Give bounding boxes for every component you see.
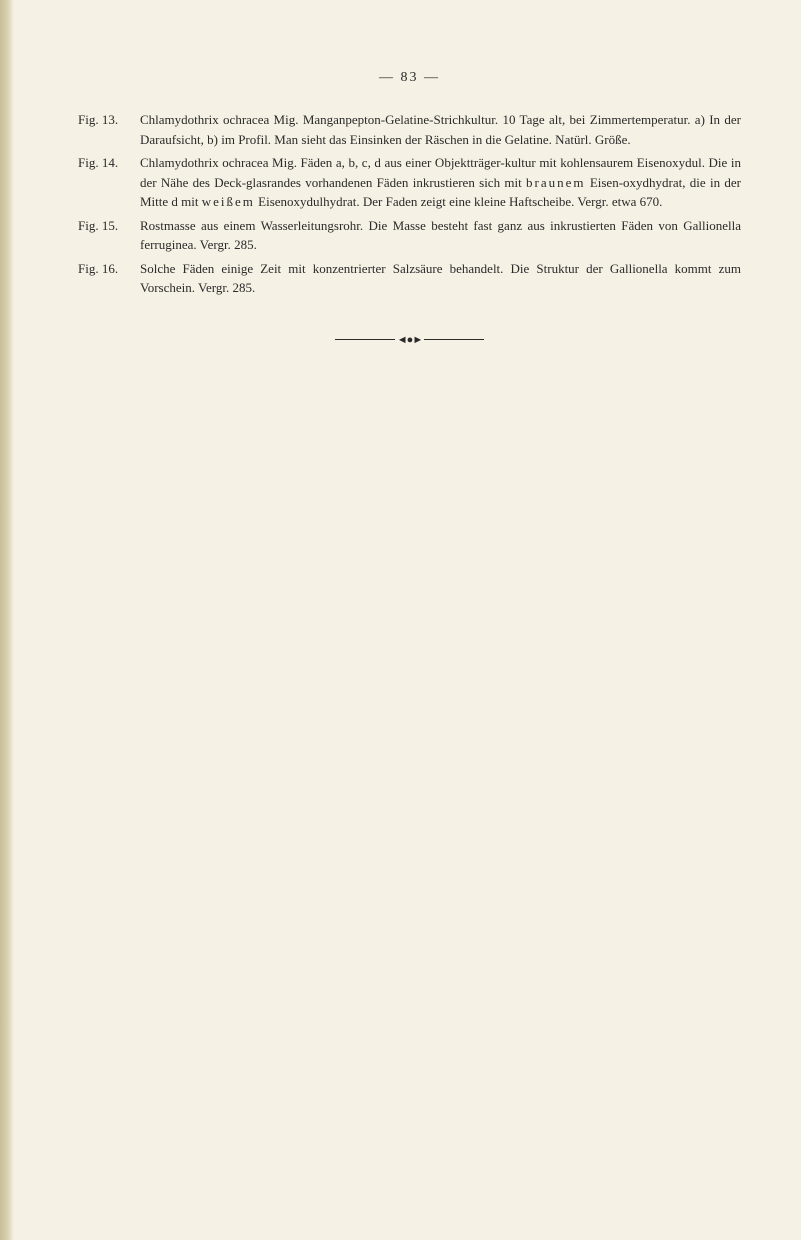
figure-entry: Fig. 14. Chlamydothrix ochracea Mig. Fäd… bbox=[78, 153, 741, 212]
figure-text: Chlamydothrix ochracea Mig. Manganpepton… bbox=[140, 110, 741, 149]
page-number: — 83 — bbox=[78, 70, 741, 86]
figure-label: Fig. 14. bbox=[78, 153, 140, 212]
figure-label: Fig. 13. bbox=[78, 110, 140, 149]
document-page: — 83 — Fig. 13. Chlamydothrix ochracea M… bbox=[0, 0, 801, 406]
figure-entry: Fig. 15. Rostmasse aus einem Wasserleitu… bbox=[78, 216, 741, 255]
figure-text: Solche Fäden einige Zeit mit konzentrier… bbox=[140, 259, 741, 298]
figure-entry: Fig. 13. Chlamydothrix ochracea Mig. Man… bbox=[78, 110, 741, 149]
figure-text: Chlamydothrix ochracea Mig. Fäden a, b, … bbox=[140, 153, 741, 212]
figure-entry: Fig. 16. Solche Fäden einige Zeit mit ko… bbox=[78, 259, 741, 298]
figure-label: Fig. 15. bbox=[78, 216, 140, 255]
figure-label: Fig. 16. bbox=[78, 259, 140, 298]
section-divider: ◄●► bbox=[78, 334, 741, 346]
figure-text: Rostmasse aus einem Wasserleitungsrohr. … bbox=[140, 216, 741, 255]
